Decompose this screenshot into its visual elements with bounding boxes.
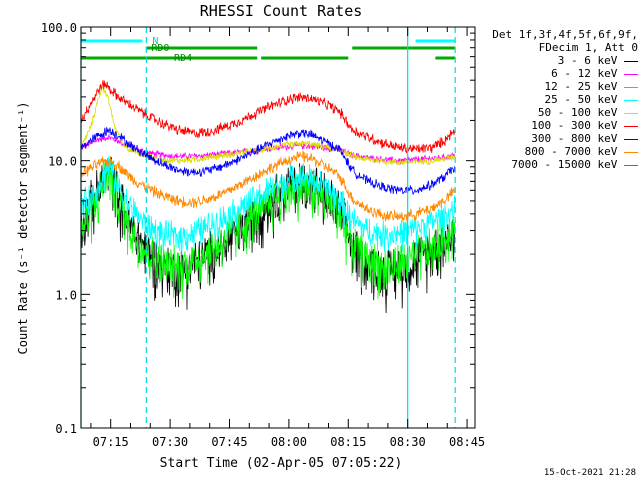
series-line-25to50kev <box>80 156 456 256</box>
x-tick-label: 08:15 <box>330 435 366 449</box>
legend-entry: 300 - 800 keV <box>478 132 638 145</box>
legend-entry: 3 - 6 keV <box>478 54 638 67</box>
legend-entry: 7000 - 15000 keV <box>478 158 638 171</box>
legend-entries: 3 - 6 keV 6 - 12 keV 12 - 25 keV 25 - 50… <box>478 54 638 171</box>
legend-swatch <box>624 86 638 88</box>
series-layer <box>80 80 456 314</box>
legend-entry-label: 300 - 800 keV <box>531 132 624 145</box>
legend-entry-label: 7000 - 15000 keV <box>511 158 624 171</box>
x-tick-label: 08:00 <box>271 435 307 449</box>
legend-entry-label: 25 - 50 keV <box>544 93 624 106</box>
annotation-label-rd0: RD0 <box>151 43 169 54</box>
legend-entry: 6 - 12 keV <box>478 67 638 80</box>
legend-swatch <box>624 60 638 62</box>
y-tick-label: 10.0 <box>48 155 77 169</box>
legend-entry: 100 - 300 keV <box>478 119 638 132</box>
x-tick-label: 07:45 <box>211 435 247 449</box>
legend-entry-label: 50 - 100 keV <box>537 106 624 119</box>
y-tick-label: 0.1 <box>55 422 77 436</box>
x-tick-label: 07:30 <box>152 435 188 449</box>
y-tick-label: 1.0 <box>55 288 77 302</box>
legend-header-line-1: Det 1f,3f,4f,5f,6f,9f, <box>492 28 638 41</box>
axis-layer: 0.1 1.0 10.0 100.0 07:15 07:30 07:45 08:00 08:15… <box>41 21 485 449</box>
y-axis-label: Count Rate (s⁻¹ detector segment⁻¹) <box>16 102 30 355</box>
legend-swatch <box>624 164 638 166</box>
x-tick-label: 07:15 <box>93 435 129 449</box>
legend-header-line-2: FDecim 1, Att 0 <box>538 41 638 54</box>
series-line-100to300kev <box>80 80 456 154</box>
x-tick-label: 08:45 <box>449 435 485 449</box>
legend-swatch <box>624 138 638 140</box>
annotation-label-rd4: RD4 <box>174 53 192 64</box>
series-line-300to800kev <box>80 126 456 195</box>
annotation-label-n: N <box>152 36 158 47</box>
series-line-12to25kev <box>80 159 456 300</box>
legend-entry: 25 - 50 keV <box>478 93 638 106</box>
y-tick-label: 100.0 <box>41 21 77 35</box>
legend: Det 1f,3f,4f,5f,6f,9f, FDecim 1, Att 0 3… <box>478 28 638 171</box>
legend-swatch <box>624 151 638 153</box>
legend-entry-label: 6 - 12 keV <box>551 67 624 80</box>
legend-entry-label: 100 - 300 keV <box>531 119 624 132</box>
legend-swatch <box>624 112 638 114</box>
chart-title: RHESSI Count Rates <box>200 2 363 20</box>
footer-timestamp: 15-Oct-2021 21:28 <box>543 468 636 478</box>
legend-entry-label: 3 - 6 keV <box>557 54 624 67</box>
x-axis-label: Start Time (02-Apr-05 07:05:22) <box>160 456 403 471</box>
legend-swatch <box>624 99 638 101</box>
legend-entry-label: 800 - 7000 keV <box>524 145 624 158</box>
series-line-800to7000kev <box>80 150 456 222</box>
legend-entry: 12 - 25 keV <box>478 80 638 93</box>
legend-entry-label: 12 - 25 keV <box>544 80 624 93</box>
legend-swatch <box>624 73 638 75</box>
plot-frame <box>80 26 476 429</box>
series-line-50to100kev <box>80 85 456 167</box>
legend-entry: 800 - 7000 keV <box>478 145 638 158</box>
x-tick-label: 08:30 <box>390 435 426 449</box>
legend-swatch <box>624 125 638 127</box>
legend-entry: 50 - 100 keV <box>478 106 638 119</box>
